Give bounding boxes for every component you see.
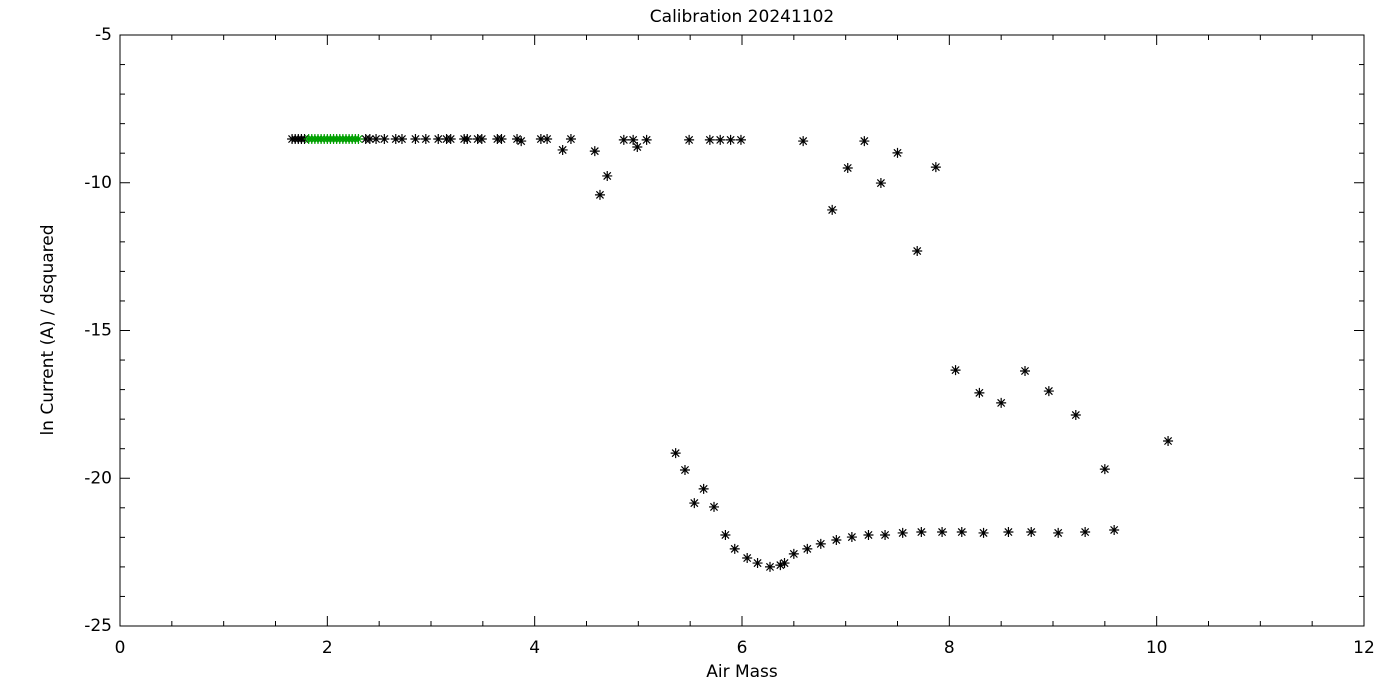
data-point (594, 189, 605, 200)
data-point (1163, 436, 1174, 447)
data-point (379, 134, 390, 145)
data-point (1003, 527, 1014, 538)
data-point (715, 134, 726, 145)
x-axis-label: Air Mass (706, 662, 778, 682)
data-point (802, 543, 813, 554)
data-point (1020, 365, 1031, 376)
data-point (371, 134, 382, 145)
data-point (937, 527, 948, 538)
chart-title: Calibration 20241102 (650, 7, 834, 27)
y-tick-label: -10 (84, 173, 112, 193)
data-point (1109, 524, 1120, 535)
data-point (880, 529, 891, 540)
data-point (729, 543, 740, 554)
data-point (815, 538, 826, 549)
x-tick-label: 0 (115, 638, 126, 658)
data-point (445, 134, 456, 145)
data-point (846, 532, 857, 543)
data-point (698, 483, 709, 494)
data-point (742, 553, 753, 564)
data-point (725, 134, 736, 145)
data-point (420, 134, 431, 145)
data-point (779, 558, 790, 569)
data-point (565, 134, 576, 145)
data-point (516, 136, 527, 147)
y-tick-label: -15 (84, 321, 112, 341)
data-point (1070, 410, 1081, 421)
data-point (1026, 527, 1037, 538)
data-point (632, 141, 643, 152)
data-point (396, 134, 407, 145)
data-point (353, 134, 364, 145)
x-tick-label: 10 (1146, 638, 1168, 658)
x-tick-label: 4 (529, 638, 540, 658)
data-point (974, 387, 985, 398)
y-tick-label: -5 (95, 25, 112, 45)
data-point (752, 558, 763, 569)
data-point (842, 162, 853, 173)
data-point (684, 134, 695, 145)
data-point (589, 146, 600, 157)
data-point (831, 535, 842, 546)
y-axis-label: ln Current (A) / dsquared (38, 224, 58, 435)
data-point (930, 162, 941, 173)
data-point (798, 136, 809, 147)
data-point (956, 527, 967, 538)
data-point (996, 397, 1007, 408)
data-point (602, 170, 613, 181)
y-tick-label: -25 (84, 616, 112, 636)
data-point (912, 246, 923, 257)
x-tick-label: 12 (1353, 638, 1375, 658)
data-point (476, 134, 487, 145)
data-point (764, 561, 775, 572)
data-point (827, 204, 838, 215)
x-tick-label: 8 (944, 638, 955, 658)
data-point (1053, 527, 1064, 538)
data-point (1099, 464, 1110, 475)
data-point (557, 144, 568, 155)
data-point (1043, 386, 1054, 397)
data-point (950, 365, 961, 376)
data-point (496, 134, 507, 145)
data-point (704, 134, 715, 145)
y-tick-label: -20 (84, 468, 112, 488)
x-tick-label: 2 (322, 638, 333, 658)
data-point (735, 134, 746, 145)
data-point (670, 448, 681, 459)
data-point (863, 529, 874, 540)
data-point (512, 134, 523, 145)
data-point (1080, 527, 1091, 538)
x-tick-label: 6 (737, 638, 748, 658)
data-point (689, 498, 700, 509)
data-point (679, 464, 690, 475)
data-point (364, 134, 375, 145)
data-point (897, 527, 908, 538)
data-point (390, 134, 401, 145)
data-point (535, 134, 546, 145)
data-point (410, 134, 421, 145)
data-point (720, 529, 731, 540)
data-point (641, 134, 652, 145)
data-point (775, 560, 786, 571)
data-point (875, 178, 886, 189)
data-point (618, 134, 629, 145)
data-point (916, 527, 927, 538)
data-point (462, 134, 473, 145)
data-point (433, 134, 444, 145)
data-point (788, 548, 799, 559)
data-point (892, 147, 903, 158)
data-point (859, 136, 870, 147)
data-point (542, 134, 553, 145)
data-point (628, 134, 639, 145)
data-point (709, 501, 720, 512)
data-point (978, 527, 989, 538)
